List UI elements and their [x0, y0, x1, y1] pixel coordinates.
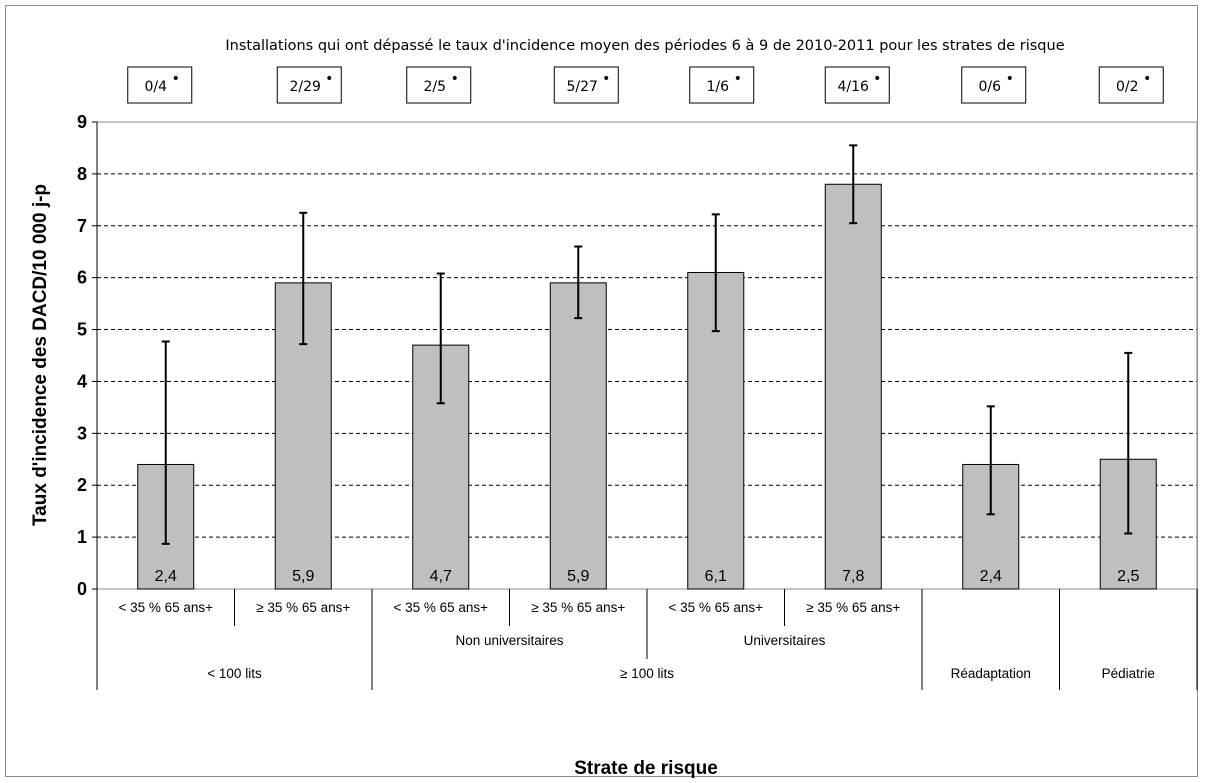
exceed-box: 2/29 • — [276, 66, 342, 104]
value-label: 7,8 — [842, 568, 864, 585]
exceed-marker: • — [1006, 71, 1014, 87]
x-group-label: Pédiatrie — [1102, 666, 1155, 681]
x-group-label: Non universitaires — [455, 633, 563, 648]
value-label: 2,4 — [155, 568, 177, 585]
y-tick-label: 4 — [77, 371, 87, 391]
error-bars — [161, 144, 1133, 545]
exceed-marker: • — [734, 71, 742, 87]
plot-area — [96, 121, 1198, 590]
x-group-label: Universitaires — [744, 633, 826, 648]
value-label: 5,9 — [292, 568, 314, 585]
y-tick-label: 2 — [77, 475, 87, 495]
exceed-marker: • — [451, 71, 459, 87]
exceed-marker: • — [172, 71, 180, 87]
y-tick-label: 7 — [77, 216, 87, 236]
value-label: 2,4 — [980, 568, 1002, 585]
exceed-box: 2/5 • — [406, 66, 472, 104]
x-category-label: < 35 % 65 ans+ — [668, 600, 763, 615]
y-tick-label: 9 — [77, 112, 87, 132]
exceed-box: 0/2 • — [1098, 66, 1164, 104]
exceed-marker: • — [325, 71, 333, 87]
exceed-box-frame — [553, 66, 619, 104]
chart-title: Installations qui ont dépassé le taux d'… — [225, 38, 1064, 54]
x-axis: < 35 % 65 ans+ ≥ 35 % 65 ans+ < 35 % 65 an… — [96, 589, 1198, 690]
exceed-box-label: 0/4 — [144, 79, 167, 95]
bar — [824, 183, 882, 590]
y-tick-label: 5 — [77, 320, 87, 340]
exceed-box: 0/6 • — [961, 66, 1027, 104]
exceed-box-frame — [406, 66, 472, 104]
y-axis-title: Taux d'incidence des DACD/10 000 j-p — [30, 184, 51, 526]
exceed-box-label: 4/16 — [838, 79, 870, 95]
exceed-marker: • — [873, 71, 881, 87]
x-category-label: ≥ 35 % 65 ans+ — [806, 600, 900, 615]
exceed-box: 1/6 • — [689, 66, 755, 104]
exceed-box-label: 5/27 — [567, 79, 598, 95]
value-label: 2,5 — [1117, 568, 1139, 585]
exceed-box-frame — [689, 66, 755, 104]
exceed-box-label: 1/6 — [706, 79, 729, 95]
x-group-label: < 100 lits — [207, 666, 262, 681]
exceed-box-label: 0/6 — [978, 79, 1001, 95]
y-tick-label: 3 — [77, 423, 87, 443]
x-group-label: ≥ 100 lits — [620, 666, 674, 681]
x-group-label: Réadaptation — [951, 666, 1031, 681]
x-axis-title: Strate de risque — [574, 758, 718, 779]
y-tick-label: 6 — [77, 268, 87, 288]
exceed-box-label: 2/29 — [290, 79, 321, 95]
exceed-box-frame — [961, 66, 1027, 104]
y-axis: 0 1 2 3 4 5 6 7 8 9 — [77, 112, 98, 599]
value-label: 5,9 — [567, 568, 589, 585]
exceed-box-frame — [127, 66, 193, 104]
bars — [137, 183, 1157, 590]
x-category-label: < 35 % 65 ans+ — [118, 600, 213, 615]
x-category-label: ≥ 35 % 65 ans+ — [531, 600, 625, 615]
x-category-label: ≥ 35 % 65 ans+ — [256, 600, 350, 615]
exceed-box-label: 0/2 — [1116, 79, 1139, 95]
exceed-box-frame — [276, 66, 342, 104]
exceed-marker: • — [1143, 71, 1151, 87]
gridlines — [97, 121, 1197, 538]
value-label: 6,1 — [705, 568, 727, 585]
x-category-label: < 35 % 65 ans+ — [393, 600, 488, 615]
exceed-box-frame — [824, 66, 890, 104]
exceed-box: 0/4 • — [127, 66, 193, 104]
exceed-box: 5/27 • — [553, 66, 619, 104]
exceed-box-frame — [1098, 66, 1164, 104]
exceed-marker: • — [602, 71, 610, 87]
exceed-box-label: 2/5 — [423, 79, 446, 95]
exceed-boxes: 0/4 • 2/29 • 2/5 • 5/27 • 1/6 • 4/16 • 0/6 • 0/2 • — [127, 66, 1164, 104]
exceed-box: 4/16 • — [824, 66, 890, 104]
y-tick-label: 0 — [77, 579, 87, 599]
y-tick-label: 1 — [77, 527, 87, 547]
bar — [549, 282, 607, 590]
value-label: 4,7 — [430, 568, 452, 585]
value-labels: 2,4 5,9 4,7 5,9 6,1 7,8 2,4 2,5 — [155, 568, 1140, 585]
y-tick-label: 8 — [77, 164, 87, 184]
